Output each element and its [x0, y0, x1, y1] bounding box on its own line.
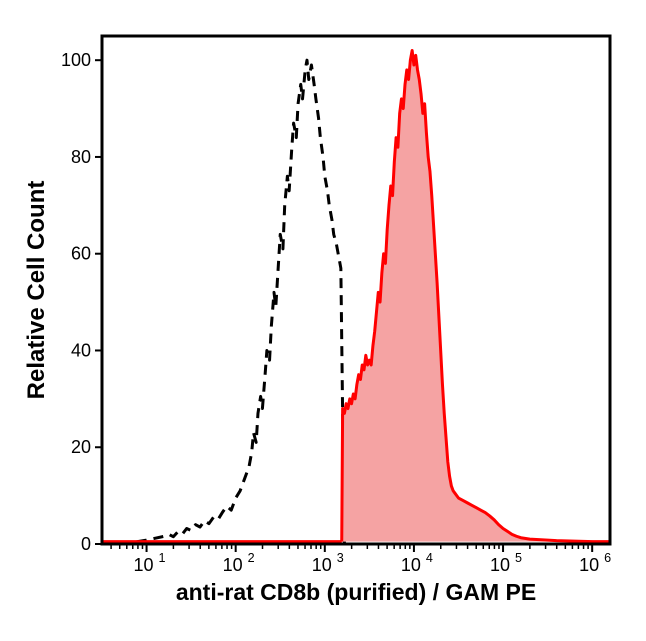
- svg-text:20: 20: [71, 437, 91, 457]
- svg-text:1: 1: [159, 551, 166, 565]
- svg-text:10: 10: [490, 555, 510, 575]
- x-axis-label: anti-rat CD8b (purified) / GAM PE: [176, 579, 536, 605]
- svg-text:10: 10: [312, 555, 332, 575]
- svg-text:5: 5: [515, 551, 522, 565]
- svg-text:10: 10: [134, 555, 154, 575]
- svg-text:10: 10: [223, 555, 243, 575]
- svg-text:3: 3: [337, 551, 344, 565]
- svg-text:100: 100: [61, 50, 91, 70]
- svg-text:2: 2: [248, 551, 255, 565]
- svg-text:6: 6: [604, 551, 611, 565]
- svg-text:80: 80: [71, 147, 91, 167]
- svg-text:40: 40: [71, 340, 91, 360]
- y-axis-label: Relative Cell Count: [23, 181, 50, 400]
- svg-text:10: 10: [579, 555, 599, 575]
- svg-text:4: 4: [426, 551, 433, 565]
- svg-text:10: 10: [401, 555, 421, 575]
- svg-text:60: 60: [71, 244, 91, 264]
- flow-cytometry-histogram: 0 20 40 60 80 100 10 1 10 2 10 3 10 4 10 5 10 6 Relative C…: [20, 20, 626, 621]
- svg-text:0: 0: [81, 534, 91, 554]
- chart-svg: 0 20 40 60 80 100 10 1 10 2 10 3 10 4 10 5 10 6 Relative C…: [20, 20, 626, 621]
